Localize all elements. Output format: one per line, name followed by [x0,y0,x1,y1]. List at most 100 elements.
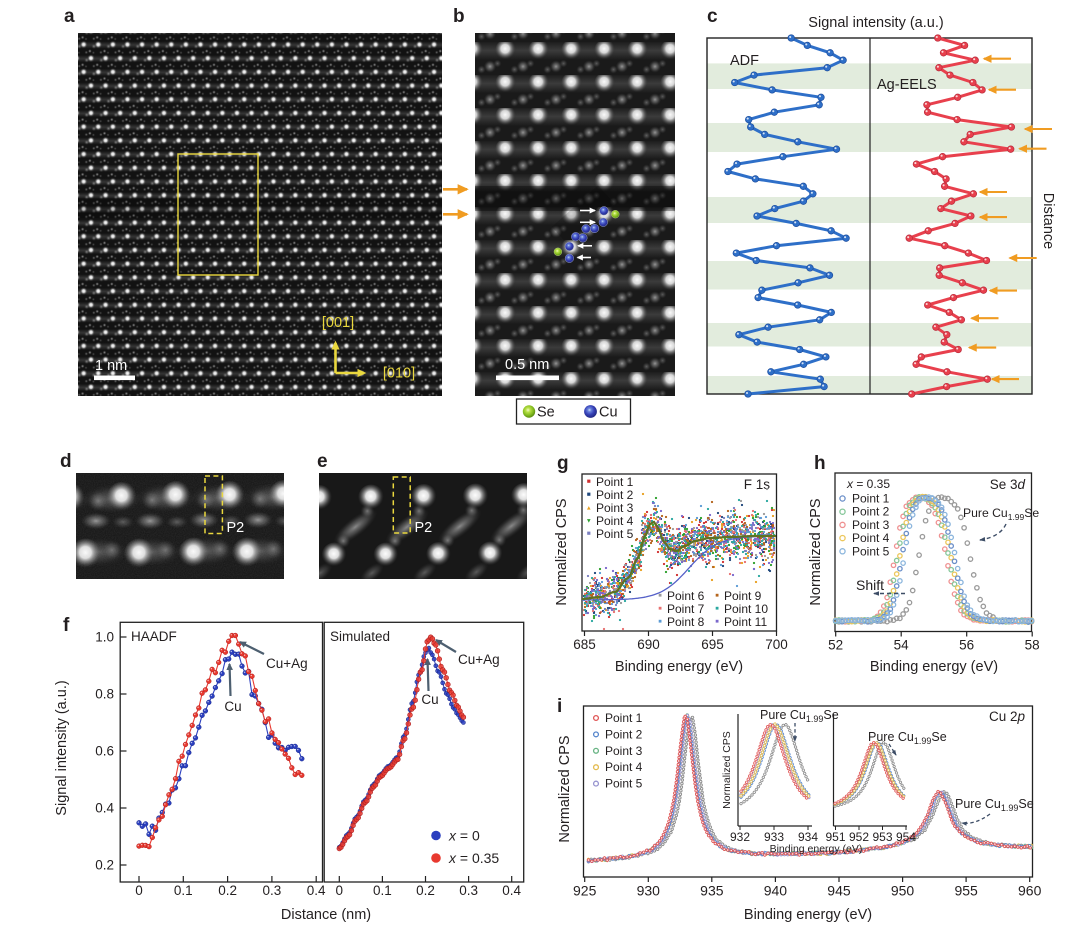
svg-text:925: 925 [573,883,597,899]
svg-text:Point 1: Point 1 [605,711,643,725]
svg-text:P2: P2 [415,520,433,536]
svg-text:Simulated: Simulated [330,629,390,644]
svg-text:56: 56 [959,638,974,653]
svg-text:Cu+Ag: Cu+Ag [458,652,500,667]
svg-text:Point 7: Point 7 [667,602,705,616]
svg-text:Pure Cu1.99Se: Pure Cu1.99Se [760,708,839,724]
svg-text:695: 695 [701,637,724,652]
svg-text:0.3: 0.3 [263,883,282,898]
svg-text:0.5 nm: 0.5 nm [505,357,549,373]
svg-text:952: 952 [849,830,869,844]
svg-text:0.4: 0.4 [502,883,521,898]
svg-text:0.2: 0.2 [95,858,114,873]
svg-text:0.1: 0.1 [174,883,193,898]
svg-text:934: 934 [798,830,818,844]
svg-text:Cu: Cu [421,692,438,707]
svg-text:Point 8: Point 8 [667,615,705,629]
svg-text:Signal intensity (a.u.): Signal intensity (a.u.) [54,680,70,815]
svg-text:1.0: 1.0 [95,630,114,645]
svg-text:52: 52 [828,638,843,653]
svg-text:950: 950 [891,883,915,899]
svg-text:0.2: 0.2 [218,883,237,898]
svg-text:P2: P2 [227,520,245,536]
svg-text:Shift: Shift [856,577,884,593]
svg-text:933: 933 [764,830,784,844]
svg-text:Cu 2p: Cu 2p [989,709,1026,724]
svg-text:58: 58 [1025,638,1040,653]
svg-text:Normalized CPS: Normalized CPS [808,498,824,605]
svg-text:953: 953 [872,830,892,844]
svg-text:0: 0 [135,883,143,898]
svg-text:Point 4: Point 4 [596,514,634,528]
svg-text:0.6: 0.6 [95,744,114,759]
svg-text:700: 700 [765,637,788,652]
svg-text:x = 0.35: x = 0.35 [448,850,499,866]
svg-text:945: 945 [827,883,851,899]
svg-text:Cu+Ag: Cu+Ag [266,656,308,671]
svg-text:690: 690 [637,637,660,652]
svg-text:Point 4: Point 4 [605,760,643,774]
svg-text:Point 1: Point 1 [852,492,890,506]
svg-text:960: 960 [1018,883,1042,899]
svg-text:d: d [60,451,72,472]
svg-text:g: g [557,453,569,474]
svg-text:h: h [814,453,826,474]
svg-text:[010]: [010] [383,366,415,382]
svg-text:F 1s: F 1s [744,477,771,492]
svg-text:0.3: 0.3 [459,883,478,898]
svg-text:Point 3: Point 3 [852,518,890,532]
svg-text:ADF: ADF [730,53,759,69]
svg-text:0.2: 0.2 [416,883,435,898]
svg-text:Binding energy (eV): Binding energy (eV) [744,907,872,923]
svg-text:Pure Cu1.99Se: Pure Cu1.99Se [963,506,1039,522]
svg-text:f: f [63,615,70,636]
svg-text:Distance: Distance [1040,193,1056,249]
svg-text:Point 5: Point 5 [605,777,643,791]
svg-text:Normalized CPS: Normalized CPS [554,498,570,605]
svg-text:Point 2: Point 2 [596,488,634,502]
svg-text:x = 0.35: x = 0.35 [846,477,890,491]
svg-text:[001]: [001] [322,315,354,331]
svg-text:HAADF: HAADF [131,629,177,644]
svg-text:54: 54 [894,638,910,653]
svg-text:0.1: 0.1 [373,883,392,898]
svg-text:955: 955 [954,883,978,899]
svg-text:Point 2: Point 2 [852,505,890,519]
svg-text:Signal intensity (a.u.): Signal intensity (a.u.) [808,15,943,31]
svg-text:Point 4: Point 4 [852,531,890,545]
svg-text:x = 0: x = 0 [448,828,480,844]
svg-text:954: 954 [896,830,916,844]
svg-text:930: 930 [637,883,661,899]
svg-text:0.8: 0.8 [95,687,114,702]
svg-text:Point 2: Point 2 [605,727,643,741]
svg-text:Point 5: Point 5 [596,527,634,541]
svg-text:a: a [64,6,75,27]
svg-text:Se 3d: Se 3d [990,477,1026,492]
svg-text:Point 5: Point 5 [852,544,890,558]
svg-text:935: 935 [700,883,724,899]
svg-text:Point 6: Point 6 [667,589,705,603]
svg-text:Se: Se [537,405,555,421]
svg-text:Point 10: Point 10 [724,602,768,616]
svg-text:940: 940 [764,883,788,899]
svg-text:e: e [317,451,328,472]
svg-text:Cu: Cu [224,699,241,714]
svg-text:Pure Cu1.99Se: Pure Cu1.99Se [868,730,947,746]
svg-text:932: 932 [730,830,750,844]
svg-text:Point 1: Point 1 [596,475,634,489]
svg-text:Cu: Cu [599,405,618,421]
svg-text:951: 951 [825,830,845,844]
svg-text:Binding energy (eV): Binding energy (eV) [615,659,743,675]
svg-text:Normalized CPS: Normalized CPS [721,731,733,809]
svg-text:0.4: 0.4 [307,883,326,898]
svg-text:Distance (nm): Distance (nm) [281,907,371,923]
svg-text:Binding energy (eV): Binding energy (eV) [770,843,863,855]
svg-text:Pure Cu1.99Se: Pure Cu1.99Se [955,797,1034,813]
svg-text:Ag-EELS: Ag-EELS [877,77,937,93]
svg-text:1 nm: 1 nm [95,358,127,374]
svg-text:c: c [707,6,718,27]
svg-text:Normalized CPS: Normalized CPS [557,735,573,842]
svg-text:b: b [453,6,465,27]
svg-text:Point 11: Point 11 [724,615,767,629]
svg-text:Point 3: Point 3 [605,744,643,758]
